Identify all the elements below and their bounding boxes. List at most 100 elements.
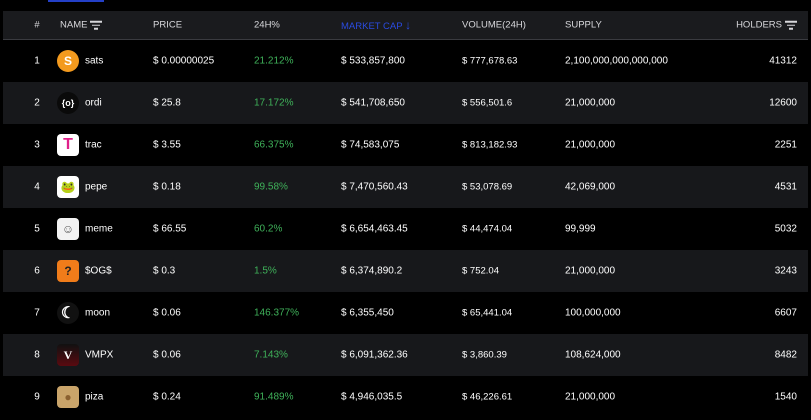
table-row[interactable]: 5 ☺ meme $ 66.55 60.2% $ 6,654,463.45 $ …: [3, 208, 808, 250]
market-cap: $ 541,708,650: [341, 97, 405, 109]
holders: 6607: [774, 307, 797, 319]
supply: 100,000,000: [565, 307, 621, 319]
market-cap: $ 533,857,800: [341, 55, 405, 67]
table-row[interactable]: 9 ● piza $ 0.24 91.489% $ 4,946,035.5 $ …: [3, 376, 808, 418]
col-rank: #: [34, 19, 40, 31]
change-24h: 7.143%: [254, 349, 288, 361]
volume-24h: $ 44,474.04: [462, 223, 513, 235]
token-name[interactable]: piza: [85, 391, 104, 403]
change-24h: 17.172%: [254, 97, 294, 109]
holders: 1540: [774, 391, 797, 403]
table-row[interactable]: 3 T trac $ 3.55 66.375% $ 74,583,075 $ 8…: [3, 124, 808, 166]
holders: 8482: [774, 349, 797, 361]
rank: 5: [34, 223, 40, 235]
change-24h: 60.2%: [254, 223, 283, 235]
supply: 2,100,000,000,000,000: [565, 55, 668, 67]
col-name[interactable]: NAME: [60, 19, 103, 32]
token-name[interactable]: $OG$: [85, 265, 112, 277]
table-row[interactable]: 8 V VMPX $ 0.06 7.143% $ 6,091,362.36 $ …: [3, 334, 808, 376]
supply: 21,000,000: [565, 139, 616, 151]
change-24h: 66.375%: [254, 139, 294, 151]
price: $ 0.18: [153, 181, 181, 193]
rank: 3: [34, 139, 40, 151]
token-logo-icon: 🐸: [57, 176, 79, 198]
token-logo-icon: ●: [57, 386, 79, 408]
supply: 21,000,000: [565, 265, 616, 277]
token-name[interactable]: trac: [85, 139, 102, 151]
volume-24h: $ 813,182.93: [462, 139, 518, 151]
volume-24h: $ 53,078.69: [462, 181, 513, 193]
table-row[interactable]: 7 ☾ moon $ 0.06 146.377% $ 6,355,450 $ 6…: [3, 292, 808, 334]
market-cap: $ 74,583,075: [341, 139, 400, 151]
volume-24h: $ 46,226.61: [462, 391, 513, 403]
sort-desc-icon: ↓: [405, 18, 412, 32]
token-name[interactable]: ordi: [85, 97, 102, 109]
token-name[interactable]: sats: [85, 55, 104, 67]
price: $ 0.24: [153, 391, 181, 403]
holders: 41312: [769, 55, 797, 67]
table-row[interactable]: 6 ? $OG$ $ 0.3 1.5% $ 6,374,890.2 $ 752.…: [3, 250, 808, 292]
col-market-cap[interactable]: MARKET CAP ↓: [341, 18, 411, 32]
market-cap: $ 6,091,362.36: [341, 349, 408, 361]
supply: 42,069,000: [565, 181, 616, 193]
market-cap: $ 4,946,035.5: [341, 391, 403, 403]
supply: 108,624,000: [565, 349, 621, 361]
token-logo-icon: T: [57, 134, 79, 156]
table-row[interactable]: 4 🐸 pepe $ 0.18 99.58% $ 7,470,560.43 $ …: [3, 166, 808, 208]
supply: 21,000,000: [565, 391, 616, 403]
holders: 4531: [774, 181, 797, 193]
rank: 4: [34, 181, 40, 193]
token-name[interactable]: VMPX: [85, 349, 114, 361]
col-holders-label: HOLDERS: [736, 19, 782, 31]
table-row[interactable]: 1 S sats $ 0.00000025 21.212% $ 533,857,…: [3, 40, 808, 82]
volume-24h: $ 556,501.6: [462, 97, 513, 109]
price: $ 0.06: [153, 349, 181, 361]
price: $ 3.55: [153, 139, 181, 151]
change-24h: 1.5%: [254, 265, 277, 277]
col-price[interactable]: PRICE: [153, 19, 183, 31]
token-name[interactable]: moon: [85, 307, 111, 319]
col-volume[interactable]: VOLUME(24H): [462, 19, 526, 31]
price: $ 25.8: [153, 97, 181, 109]
col-supply[interactable]: SUPPLY: [565, 19, 602, 31]
market-cap: $ 7,470,560.43: [341, 181, 408, 193]
holders: 2251: [774, 139, 797, 151]
token-logo-icon: V: [57, 344, 79, 366]
token-name[interactable]: pepe: [85, 181, 108, 193]
holders: 12600: [769, 97, 797, 109]
token-logo-icon: {o}: [57, 92, 79, 114]
rank: 6: [34, 265, 40, 277]
rank: 1: [34, 55, 40, 67]
market-cap: $ 6,374,890.2: [341, 265, 403, 277]
volume-24h: $ 65,441.04: [462, 307, 513, 319]
filter-icon[interactable]: [90, 19, 103, 32]
rank: 8: [34, 349, 40, 361]
supply: 21,000,000: [565, 97, 616, 109]
change-24h: 99.58%: [254, 181, 288, 193]
col-change[interactable]: 24H%: [254, 19, 280, 31]
rank: 9: [34, 391, 40, 403]
col-holders[interactable]: HOLDERS: [736, 19, 797, 32]
change-24h: 21.212%: [254, 55, 294, 67]
token-name[interactable]: meme: [85, 223, 113, 235]
price: $ 0.3: [153, 265, 176, 277]
supply: 99,999: [565, 223, 596, 235]
price: $ 0.06: [153, 307, 181, 319]
change-24h: 146.377%: [254, 307, 300, 319]
volume-24h: $ 777,678.63: [462, 55, 518, 67]
market-cap: $ 6,654,463.45: [341, 223, 408, 235]
rank: 2: [34, 97, 40, 109]
filter-icon[interactable]: [785, 19, 797, 32]
change-24h: 91.489%: [254, 391, 294, 403]
col-market-cap-label: MARKET CAP: [341, 21, 403, 32]
table-header: # NAME PRICE 24H% MARKET CAP ↓ VOLUME(24…: [3, 11, 808, 40]
token-logo-icon: S: [57, 50, 79, 72]
volume-24h: $ 752.04: [462, 265, 499, 277]
price: $ 66.55: [153, 223, 187, 235]
volume-24h: $ 3,860.39: [462, 349, 507, 361]
market-cap: $ 6,355,450: [341, 307, 394, 319]
table-row[interactable]: 2 {o} ordi $ 25.8 17.172% $ 541,708,650 …: [3, 82, 808, 124]
rank: 7: [34, 307, 40, 319]
token-logo-icon: ?: [57, 260, 79, 282]
token-logo-icon: ☾: [57, 302, 79, 324]
